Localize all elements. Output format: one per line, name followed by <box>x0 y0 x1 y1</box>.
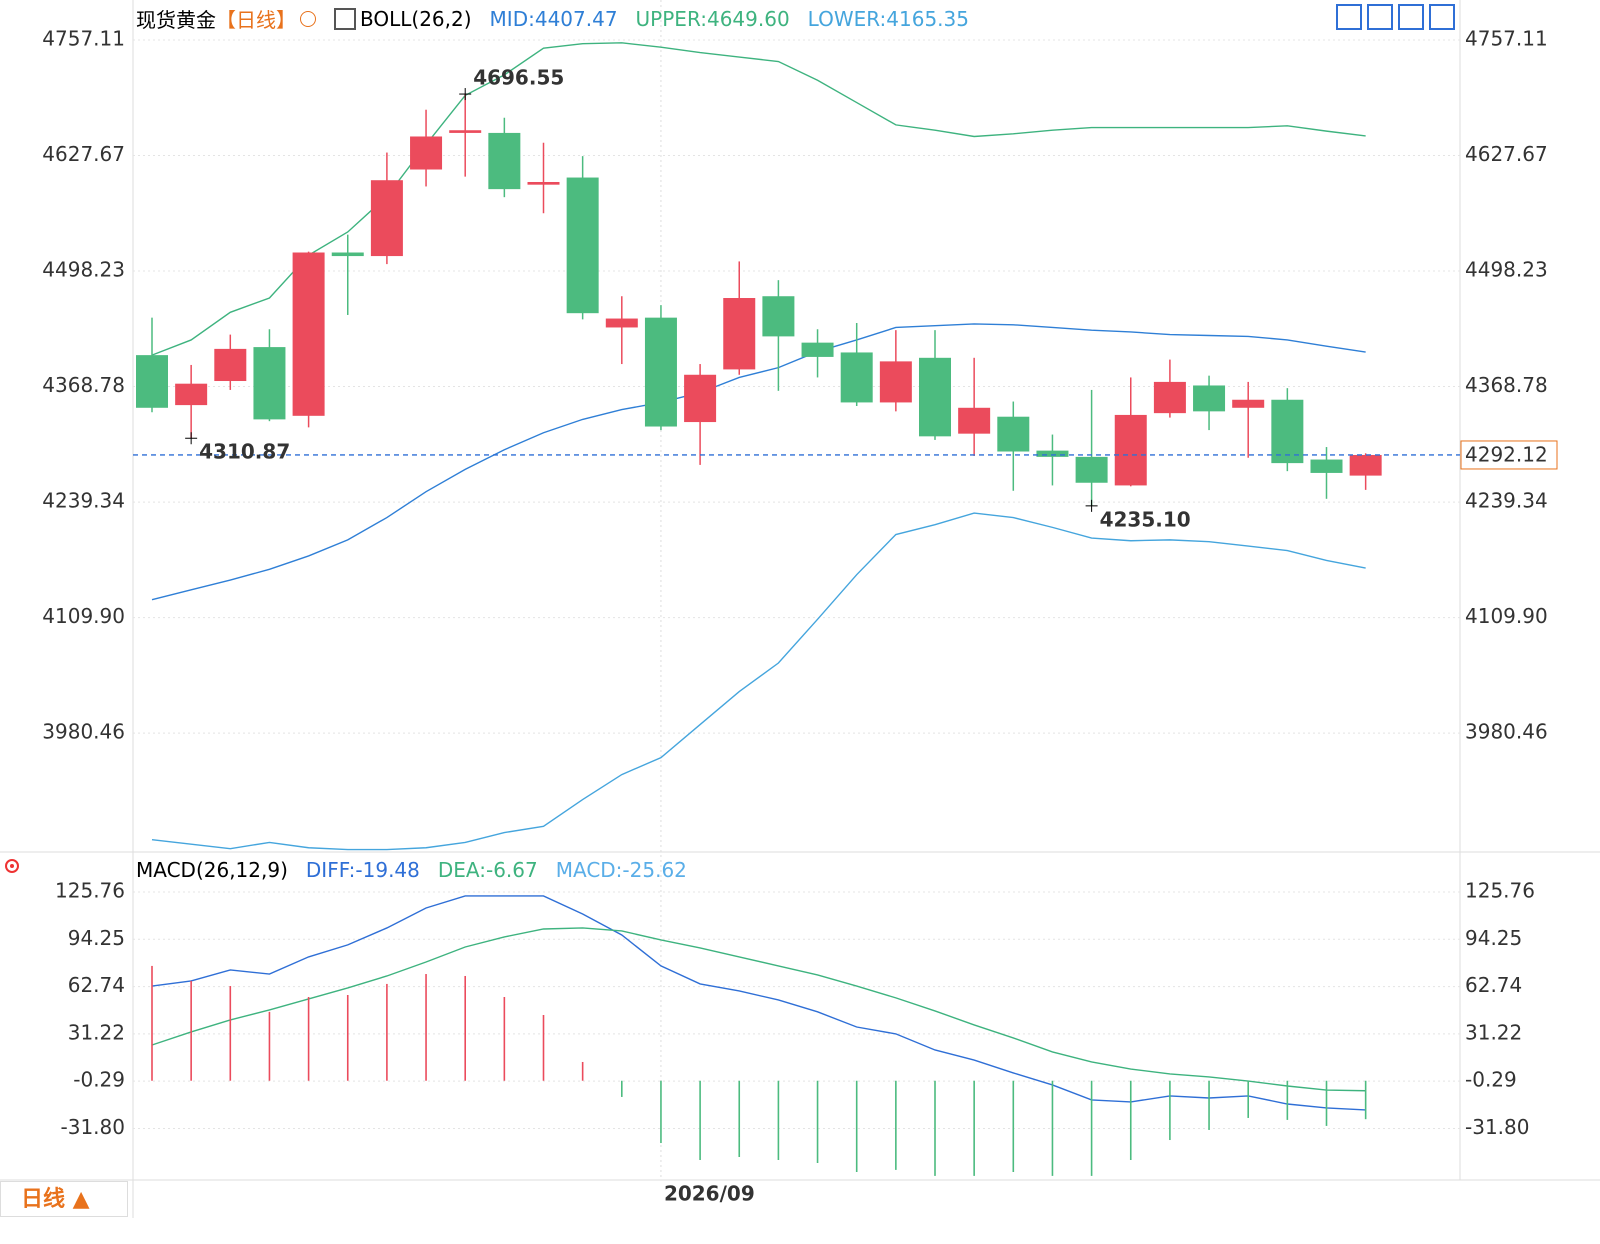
y-tick-label: 4498.23 <box>42 258 125 282</box>
y-tick-label: 62.74 <box>68 973 125 997</box>
candle-body <box>1232 399 1265 408</box>
price-legend: 现货黄金 【日线】 BOLL(26,2) MID:4407.47 UPPER:4… <box>136 4 969 33</box>
y-tick-label: 4109.90 <box>42 604 125 628</box>
indicator-line <box>151 42 1366 356</box>
y-tick-label: -0.29 <box>73 1068 125 1092</box>
y-tick-label: 4368.78 <box>42 373 125 397</box>
toolbar <box>1336 4 1455 30</box>
candle-body <box>1310 459 1343 473</box>
candle-body <box>1193 385 1226 412</box>
tool-icon[interactable] <box>1429 4 1455 30</box>
candle-body <box>1114 414 1147 486</box>
title: 现货黄金 <box>136 8 216 32</box>
indicator-line <box>151 895 1366 1111</box>
candle-body <box>958 407 991 434</box>
legend-entry: MACD:-25.62 <box>555 858 687 882</box>
candle-body <box>762 296 795 337</box>
y-tick-label: 94.25 <box>68 926 125 950</box>
y-tick-label-right: 4757.11 <box>1465 27 1548 51</box>
candle-body <box>997 416 1030 452</box>
marker-label: 4235.10 <box>1100 507 1191 531</box>
tool-icon[interactable] <box>1336 4 1362 30</box>
indicator: BOLL(26,2) <box>360 6 472 31</box>
y-tick-label-right: 125.76 <box>1465 878 1535 902</box>
period-button[interactable]: 日线 ▲ <box>0 1181 128 1217</box>
title: MACD(26,12,9) <box>136 858 288 882</box>
last-price-box <box>1460 440 1558 470</box>
legend-entry: DEA:-6.67 <box>437 858 538 882</box>
tool-icon[interactable] <box>1367 4 1393 30</box>
settings-icon[interactable] <box>5 859 19 873</box>
candle-body <box>136 355 168 408</box>
y-tick-label-right: 4109.90 <box>1465 604 1548 628</box>
candle-body <box>1349 454 1382 476</box>
candle-body <box>801 342 834 357</box>
candle-body <box>214 348 247 382</box>
candle-body <box>919 357 951 437</box>
settings-icon-dot <box>10 864 14 868</box>
candle-body <box>331 252 364 257</box>
indicator-line <box>151 927 1366 1092</box>
tool-icon[interactable] <box>1398 4 1424 30</box>
indicator-line <box>151 512 1366 851</box>
y-tick-label: 125.76 <box>55 878 125 902</box>
candle-body <box>644 317 677 427</box>
y-tick-label-right: 4239.34 <box>1465 489 1548 513</box>
candle-body <box>175 383 208 406</box>
y-tick-label: 3980.46 <box>42 720 125 744</box>
y-tick-label-right: 62.74 <box>1465 973 1522 997</box>
candle-body <box>1036 450 1069 457</box>
macd-legend: MACD(26,12,9) DIFF:-19.48 DEA:-6.67 MACD… <box>136 858 687 882</box>
y-tick-label-right: 31.22 <box>1465 1020 1522 1044</box>
legend-entry: UPPER:4649.60 <box>635 6 790 31</box>
y-tick-label-right: 4368.78 <box>1465 373 1548 397</box>
candle-body <box>684 374 717 423</box>
candle-body <box>410 136 443 170</box>
candle-body <box>723 298 756 370</box>
marker-label: 4696.55 <box>473 66 564 90</box>
y-tick-label-right: 94.25 <box>1465 926 1522 950</box>
marker-label: 4310.87 <box>199 440 290 464</box>
y-tick-label: 31.22 <box>68 1020 125 1044</box>
indicator-icon[interactable] <box>334 7 356 30</box>
legend-entry: MID:4407.47 <box>489 6 618 31</box>
y-tick-label: 4757.11 <box>42 27 125 51</box>
y-tick-label-right: 3980.46 <box>1465 720 1548 744</box>
candle-body <box>1153 381 1186 414</box>
x-tick-label: 2026/09 <box>664 1182 755 1206</box>
y-tick-label: 4627.67 <box>42 142 125 166</box>
y-tick-label-right: -31.80 <box>1465 1115 1529 1139</box>
candle-body <box>1075 456 1108 483</box>
candle-body <box>840 352 873 403</box>
candle-body <box>605 318 638 328</box>
legend-entry: DIFF:-19.48 <box>305 858 420 882</box>
y-tick-label: -31.80 <box>61 1115 125 1139</box>
period: 【日线】 <box>216 8 296 32</box>
y-tick-label-right: 4627.67 <box>1465 142 1548 166</box>
candle-body <box>370 180 403 257</box>
candle-body <box>1271 399 1304 464</box>
legend-entry: LOWER:4165.35 <box>807 6 969 31</box>
y-tick-label: 4239.34 <box>42 489 125 513</box>
candle-body <box>527 181 560 185</box>
candle-body <box>566 177 599 314</box>
indicator-line <box>151 323 1366 601</box>
last-price-label: 4292.12 <box>1465 442 1548 466</box>
candle-body <box>292 252 325 416</box>
candle-body <box>253 347 286 420</box>
candle-body <box>449 130 482 133</box>
candle-body <box>488 132 521 190</box>
y-tick-label-right: -0.29 <box>1465 1068 1517 1092</box>
y-tick-label-right: 4498.23 <box>1465 258 1548 282</box>
period-icon[interactable] <box>300 10 316 27</box>
candle-body <box>879 361 912 403</box>
